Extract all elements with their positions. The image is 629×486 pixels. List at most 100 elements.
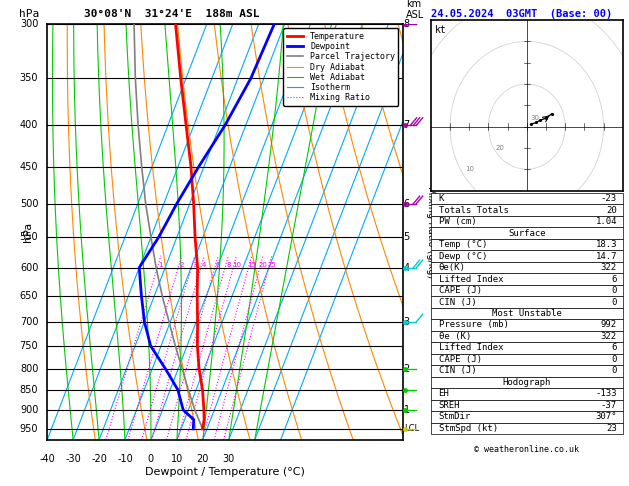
FancyBboxPatch shape [431,250,623,262]
Text: 300: 300 [20,19,38,29]
Text: 3: 3 [192,262,197,268]
Text: Lifted Index: Lifted Index [438,275,503,283]
Text: 1: 1 [404,405,409,415]
Text: 10: 10 [232,262,241,268]
FancyBboxPatch shape [431,193,623,205]
Text: 950: 950 [19,424,38,434]
Text: 4: 4 [404,262,409,273]
Text: 700: 700 [19,317,38,327]
Text: 14.7: 14.7 [596,252,617,260]
Text: hPa: hPa [23,222,33,242]
Text: 550: 550 [19,232,38,242]
Text: -40: -40 [39,454,55,465]
Text: 0: 0 [611,286,617,295]
Text: 7: 7 [404,120,410,130]
Text: 1: 1 [159,262,163,268]
Text: 20: 20 [496,145,504,151]
Text: Most Unstable: Most Unstable [492,309,562,318]
Text: 20: 20 [197,454,209,465]
Text: Mixing Ratio (g/kg): Mixing Ratio (g/kg) [426,186,436,278]
FancyBboxPatch shape [431,388,623,399]
Text: CIN (J): CIN (J) [438,297,476,307]
Text: 18.3: 18.3 [596,240,617,249]
Text: 2: 2 [179,262,184,268]
FancyBboxPatch shape [431,227,623,239]
Text: 600: 600 [20,262,38,273]
Text: 30°08'N  31°24'E  188m ASL: 30°08'N 31°24'E 188m ASL [84,9,259,19]
Text: 850: 850 [19,385,38,395]
Text: 650: 650 [19,291,38,301]
FancyBboxPatch shape [431,205,623,216]
Text: 20: 20 [606,206,617,215]
Text: Totals Totals: Totals Totals [438,206,508,215]
Text: 2: 2 [404,364,410,374]
FancyBboxPatch shape [431,365,623,377]
Text: 750: 750 [19,341,38,351]
Text: 322: 322 [601,263,617,272]
Text: 6: 6 [216,262,220,268]
Text: 0: 0 [611,366,617,375]
Text: K: K [438,194,444,203]
Text: Dewpoint / Temperature (°C): Dewpoint / Temperature (°C) [145,467,305,477]
Text: 800: 800 [20,364,38,374]
FancyBboxPatch shape [431,423,623,434]
Text: θe (K): θe (K) [438,332,470,341]
FancyBboxPatch shape [431,319,623,331]
Text: Hodograph: Hodograph [503,378,551,387]
Text: 30: 30 [530,115,539,121]
FancyBboxPatch shape [431,331,623,342]
Text: 322: 322 [601,332,617,341]
Text: CIN (J): CIN (J) [438,366,476,375]
Text: 1.04: 1.04 [596,217,617,226]
Text: Temp (°C): Temp (°C) [438,240,487,249]
FancyBboxPatch shape [431,342,623,354]
Text: 0: 0 [148,454,154,465]
FancyBboxPatch shape [431,399,623,411]
Text: -20: -20 [91,454,107,465]
Text: StmDir: StmDir [438,412,470,421]
FancyBboxPatch shape [431,273,623,285]
FancyBboxPatch shape [431,411,623,423]
FancyBboxPatch shape [431,216,623,227]
Text: 10: 10 [170,454,183,465]
FancyBboxPatch shape [431,285,623,296]
FancyBboxPatch shape [431,377,623,388]
Text: 25: 25 [267,262,276,268]
Text: kt: kt [435,25,447,35]
Text: 6: 6 [611,344,617,352]
Text: EH: EH [438,389,449,399]
Text: Lifted Index: Lifted Index [438,344,503,352]
Text: 500: 500 [19,199,38,208]
Text: PW (cm): PW (cm) [438,217,476,226]
Text: CAPE (J): CAPE (J) [438,355,482,364]
Text: 23: 23 [606,424,617,433]
Legend: Temperature, Dewpoint, Parcel Trajectory, Dry Adiabat, Wet Adiabat, Isotherm, Mi: Temperature, Dewpoint, Parcel Trajectory… [284,29,398,105]
Text: -133: -133 [596,389,617,399]
FancyBboxPatch shape [431,239,623,250]
Text: -30: -30 [65,454,81,465]
Text: 6: 6 [404,199,409,208]
Text: Pressure (mb): Pressure (mb) [438,320,508,330]
FancyBboxPatch shape [431,296,623,308]
Text: Surface: Surface [508,228,545,238]
Text: 6: 6 [611,275,617,283]
Text: 4: 4 [202,262,206,268]
Text: CAPE (J): CAPE (J) [438,286,482,295]
Text: © weatheronline.co.uk: © weatheronline.co.uk [474,445,579,454]
Text: -37: -37 [601,401,617,410]
Text: 0: 0 [611,355,617,364]
Text: 10: 10 [465,166,474,172]
Text: 30: 30 [223,454,235,465]
Text: -23: -23 [601,194,617,203]
Text: 15: 15 [247,262,256,268]
Text: 0: 0 [611,297,617,307]
Text: 5: 5 [404,232,410,242]
Text: 8: 8 [404,19,409,29]
Text: hPa: hPa [19,9,39,19]
FancyBboxPatch shape [431,308,623,319]
Text: StmSpd (kt): StmSpd (kt) [438,424,498,433]
FancyBboxPatch shape [431,262,623,273]
Text: 307°: 307° [596,412,617,421]
Text: θe(K): θe(K) [438,263,465,272]
Text: 20: 20 [259,262,267,268]
